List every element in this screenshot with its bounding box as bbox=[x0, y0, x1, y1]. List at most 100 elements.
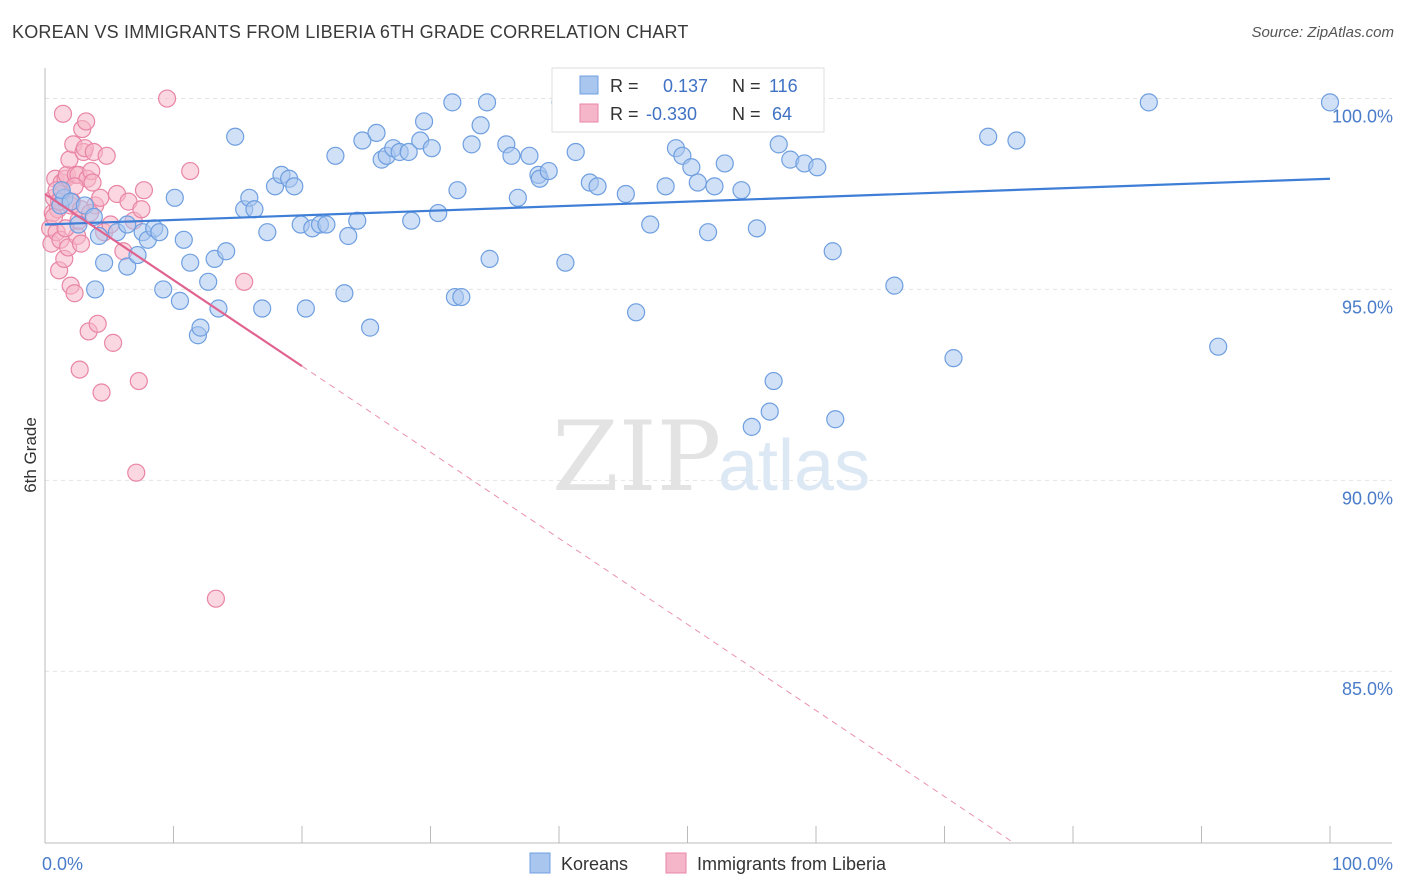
korean-point-111 bbox=[1139, 93, 1158, 112]
liberia-point-10 bbox=[53, 104, 73, 123]
stats-r-value-liberia: -0.330 bbox=[646, 104, 697, 124]
stats-r-value-koreans: 0.137 bbox=[663, 76, 708, 96]
korean-point-67 bbox=[477, 93, 497, 112]
korean-point-93 bbox=[705, 177, 724, 196]
liberia-point-53 bbox=[235, 272, 254, 291]
legend-label-koreans: Koreans bbox=[561, 854, 628, 874]
korean-point-109 bbox=[979, 127, 998, 146]
korean-point-64 bbox=[448, 181, 467, 200]
korean-point-101 bbox=[769, 135, 788, 154]
korean-point-85 bbox=[641, 215, 660, 234]
korean-point-105 bbox=[823, 242, 842, 261]
korean-point-66 bbox=[471, 116, 490, 135]
x-tick-label-0: 0.0% bbox=[42, 854, 83, 874]
watermark-atlas: atlas bbox=[718, 426, 870, 506]
korean-point-91 bbox=[688, 173, 707, 192]
series-koreans-points bbox=[51, 93, 1340, 436]
korean-point-72 bbox=[520, 146, 539, 165]
korean-point-92 bbox=[698, 223, 718, 242]
korean-point-40 bbox=[296, 299, 315, 318]
korean-point-12 bbox=[118, 257, 137, 276]
korean-point-65 bbox=[462, 135, 481, 154]
liberia-point-37 bbox=[92, 383, 111, 402]
tick-labels: 100.0% 95.0% 90.0% 85.0% 0.0% 100.0% bbox=[42, 107, 1393, 874]
liberia-point-41 bbox=[104, 333, 123, 352]
korean-point-96 bbox=[732, 181, 751, 200]
korean-point-18 bbox=[154, 280, 173, 299]
korean-point-59 bbox=[422, 139, 441, 158]
liberia-point-50 bbox=[157, 89, 177, 108]
y-axis-title: 6th Grade bbox=[21, 417, 40, 493]
liberia-point-46 bbox=[129, 371, 148, 391]
korean-point-68 bbox=[480, 249, 499, 268]
bottom-legend: Koreans Immigrants from Liberia bbox=[529, 852, 887, 874]
korean-point-104 bbox=[808, 158, 827, 177]
korean-point-25 bbox=[199, 272, 218, 291]
liberia-point-52 bbox=[206, 589, 226, 608]
korean-point-9 bbox=[86, 280, 105, 299]
korean-point-106 bbox=[826, 410, 845, 429]
liberia-point-35 bbox=[88, 314, 107, 333]
korean-point-75 bbox=[539, 161, 558, 181]
stats-swatch-koreans bbox=[579, 75, 599, 95]
y-tick-label-2: 90.0% bbox=[1342, 488, 1393, 508]
korean-point-86 bbox=[656, 177, 675, 196]
korean-point-46 bbox=[339, 226, 358, 246]
liberia-point-24 bbox=[71, 234, 91, 253]
series-liberia-points bbox=[41, 89, 254, 608]
chart-title: KOREAN VS IMMIGRANTS FROM LIBERIA 6TH GR… bbox=[12, 22, 689, 42]
watermark-zip: ZIP bbox=[552, 401, 721, 513]
korean-point-110 bbox=[1007, 131, 1026, 150]
liberia-point-36 bbox=[91, 188, 110, 207]
legend-label-liberia: Immigrants from Liberia bbox=[697, 854, 887, 874]
liberia-point-47 bbox=[132, 200, 151, 219]
korean-point-43 bbox=[317, 215, 336, 234]
korean-point-17 bbox=[150, 223, 169, 242]
liberia-point-51 bbox=[181, 161, 200, 181]
legend-swatch-koreans bbox=[529, 852, 551, 874]
korean-point-34 bbox=[258, 223, 277, 242]
korean-point-21 bbox=[174, 230, 193, 249]
liberia-point-32 bbox=[83, 173, 102, 192]
korean-point-56 bbox=[402, 211, 421, 230]
korean-point-45 bbox=[335, 284, 354, 303]
korean-point-82 bbox=[616, 184, 635, 204]
korean-point-80 bbox=[588, 177, 607, 196]
korean-point-63 bbox=[452, 287, 471, 307]
korean-point-61 bbox=[443, 93, 462, 112]
korean-point-97 bbox=[742, 417, 761, 436]
korean-point-32 bbox=[245, 200, 264, 219]
korean-point-58 bbox=[414, 112, 434, 131]
korean-point-94 bbox=[715, 154, 734, 173]
liberia-point-23 bbox=[70, 360, 89, 379]
korean-point-78 bbox=[566, 142, 585, 162]
korean-point-47 bbox=[348, 211, 367, 230]
korean-point-29 bbox=[226, 127, 245, 146]
trend-line-liberia-solid bbox=[44, 193, 303, 368]
stats-r-label-liberia: R = bbox=[610, 104, 639, 124]
y-tick-label-0: 100.0% bbox=[1332, 107, 1393, 127]
korean-point-98 bbox=[747, 219, 766, 238]
korean-point-19 bbox=[165, 188, 184, 207]
korean-point-49 bbox=[361, 318, 380, 337]
korean-point-108 bbox=[944, 349, 963, 368]
liberia-point-28 bbox=[77, 112, 96, 131]
korean-point-24 bbox=[191, 318, 210, 337]
liberia-point-19 bbox=[65, 284, 84, 303]
korean-point-33 bbox=[253, 299, 272, 318]
korean-point-28 bbox=[217, 242, 236, 261]
korean-point-77 bbox=[556, 253, 575, 272]
korean-point-11 bbox=[118, 215, 137, 234]
stats-n-label-liberia: N = bbox=[732, 104, 761, 124]
chart-source: Source: ZipAtlas.com bbox=[1251, 24, 1394, 41]
korean-point-99 bbox=[760, 402, 779, 421]
liberia-point-48 bbox=[134, 181, 154, 200]
korean-point-107 bbox=[885, 276, 904, 295]
stats-swatch-liberia bbox=[579, 103, 599, 123]
liberia-point-39 bbox=[97, 146, 116, 165]
korean-point-44 bbox=[326, 146, 345, 165]
korean-point-48 bbox=[353, 131, 372, 150]
korean-point-22 bbox=[181, 253, 200, 272]
korean-point-20 bbox=[170, 291, 190, 310]
